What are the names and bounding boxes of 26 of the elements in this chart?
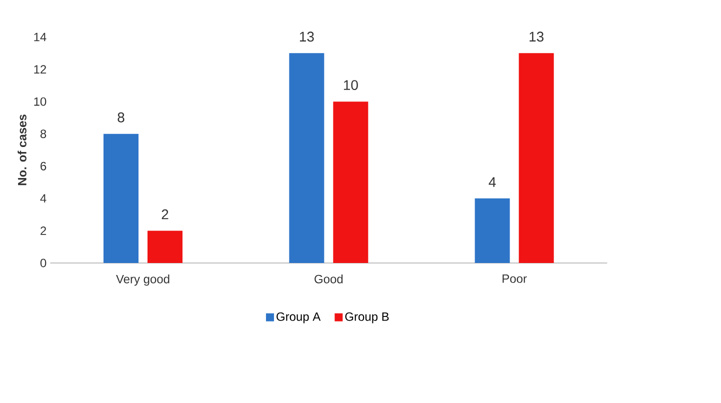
x-tick-label: Good — [314, 274, 343, 284]
data-label: 13 — [300, 32, 314, 42]
y-tick-label: 6 — [40, 162, 46, 170]
bar — [104, 134, 139, 263]
y-tick-label: 0 — [40, 258, 46, 268]
bar — [518, 53, 554, 263]
bar — [289, 53, 324, 263]
data-label: 10 — [344, 80, 358, 90]
bar — [474, 198, 510, 263]
bar — [333, 102, 368, 263]
y-axis-title: No. of cases — [18, 114, 26, 186]
y-tick-label: 2 — [40, 226, 46, 235]
y-tick-label: 8 — [40, 130, 46, 138]
y-tick-label: 12 — [34, 65, 46, 74]
bar — [148, 230, 183, 263]
y-tick-label: 10 — [34, 97, 46, 106]
x-tick-label: Poor — [502, 274, 527, 283]
legend-label: Group A — [276, 312, 321, 324]
data-label: 2 — [162, 209, 168, 220]
data-label: 4 — [488, 177, 496, 187]
data-label: 13 — [530, 32, 544, 42]
x-tick-label: Very good — [116, 274, 170, 286]
y-tick-label: 14 — [34, 32, 46, 42]
legend-label: Group B — [345, 312, 389, 324]
data-label: 8 — [118, 112, 124, 122]
y-tick-label: 4 — [40, 194, 46, 203]
